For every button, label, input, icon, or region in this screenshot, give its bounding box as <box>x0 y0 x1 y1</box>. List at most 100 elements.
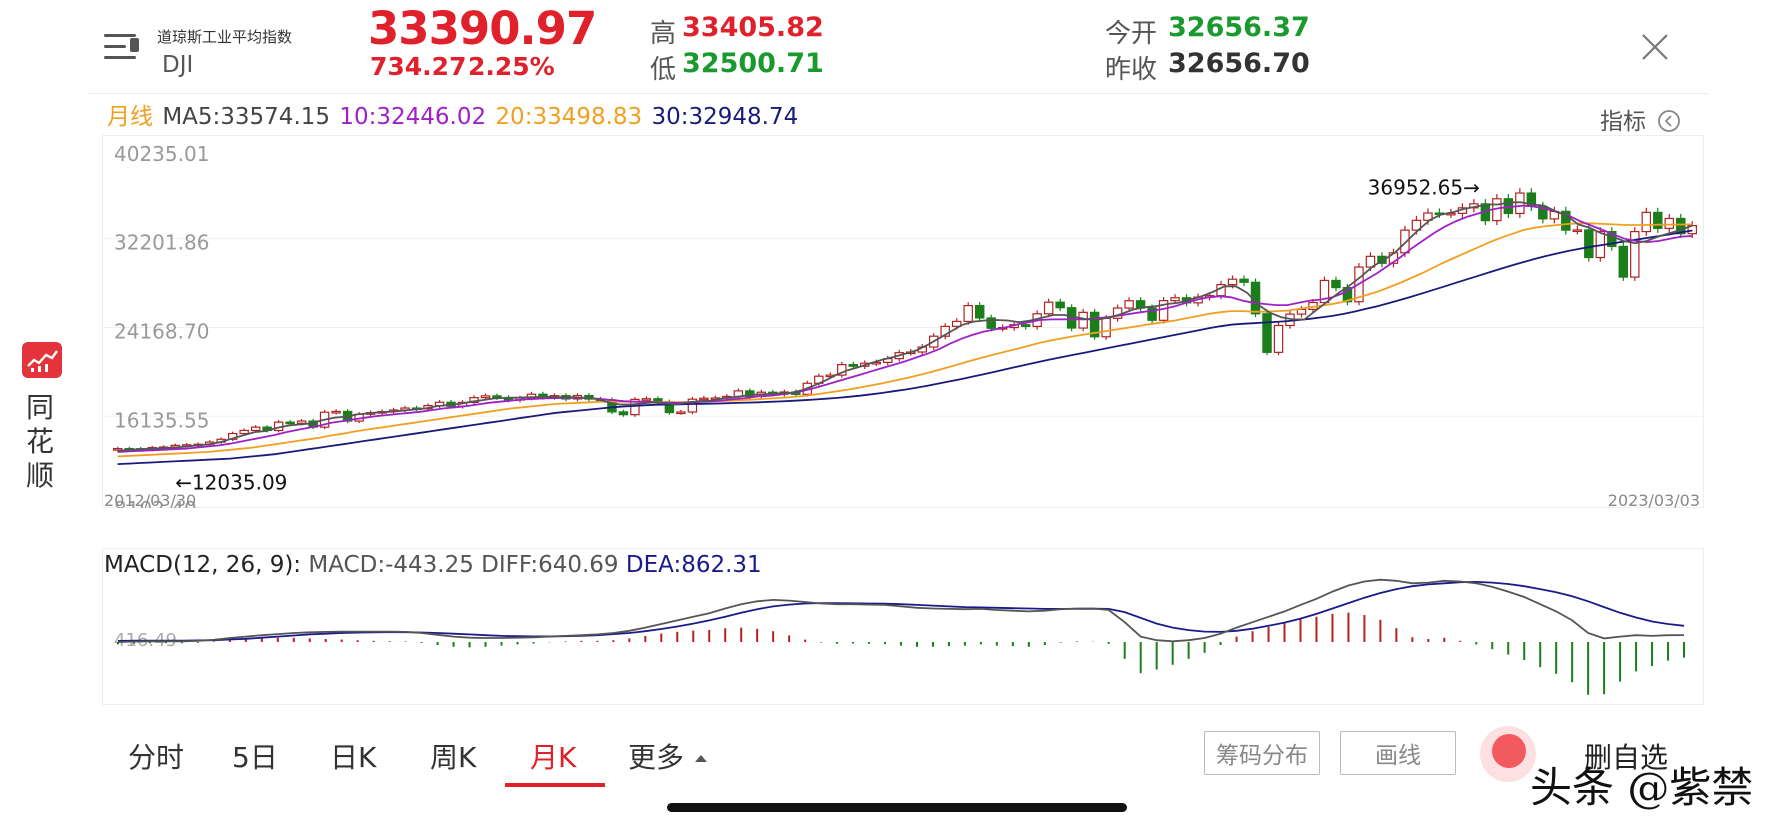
low-label: 低 <box>650 55 677 85</box>
candle <box>1262 310 1272 356</box>
brand-char: 同 <box>26 391 55 424</box>
ma-legend: 月线 MA5:33574.15 10:32446.02 20:33498.83 … <box>107 97 800 131</box>
price-change-percent: 2.25% <box>468 52 555 81</box>
candle <box>1618 242 1629 281</box>
candle <box>1526 188 1537 212</box>
chip-distribution-button[interactable]: 筹码分布 <box>1204 731 1320 775</box>
candle <box>974 302 985 322</box>
macd-chart[interactable]: 416.49 <box>102 548 1704 705</box>
current-price: 33390.97 <box>368 2 597 55</box>
candle <box>1653 207 1663 233</box>
ma20-value: 20:33498.83 <box>495 104 643 130</box>
ma30-value: 30:32948.74 <box>651 104 799 130</box>
favorite-dot-icon[interactable] <box>1492 734 1526 768</box>
candle <box>1112 304 1123 322</box>
menu-button[interactable] <box>104 30 144 64</box>
candle <box>676 409 686 415</box>
min-annotation: ←12035.09 <box>175 471 287 495</box>
candle <box>1331 276 1341 292</box>
brand-logo-icon <box>22 342 62 378</box>
tab-5day[interactable]: 5日 <box>232 741 278 774</box>
index-code: DJI <box>162 52 194 78</box>
candle <box>1158 297 1169 324</box>
candle <box>1607 227 1617 251</box>
low-value: 32500.71 <box>682 48 824 79</box>
tab-more[interactable]: 更多 <box>628 736 709 776</box>
prev-close-label: 昨收 <box>1105 55 1158 85</box>
ma10-line <box>117 204 1693 453</box>
candle <box>285 420 295 426</box>
open-value: 32656.37 <box>1168 12 1310 43</box>
index-name: 道琼斯工业平均指数 <box>157 28 293 46</box>
close-icon[interactable] <box>1640 32 1670 62</box>
candle <box>1089 308 1100 340</box>
tab-monthly-k[interactable]: 月K <box>530 741 577 774</box>
ma5-value: MA5:33574.15 <box>162 104 331 130</box>
header-divider <box>88 93 1708 94</box>
prev-close-value: 32656.70 <box>1168 48 1310 79</box>
candle <box>837 361 847 378</box>
tab-weekly-k[interactable]: 周K <box>430 741 477 774</box>
y-tick-label: 40235.01 <box>114 142 209 166</box>
candle <box>630 397 640 417</box>
ma20-line <box>117 222 1693 458</box>
candle <box>963 302 973 325</box>
macd-title: MACD(12, 26, 9): <box>104 552 302 578</box>
candle <box>1584 225 1594 262</box>
period-label: 月线 <box>107 104 153 130</box>
candle <box>1676 213 1686 239</box>
caret-up-icon <box>694 755 707 762</box>
candle <box>1239 275 1249 287</box>
macd-value: MACD:-443.25 <box>308 552 474 578</box>
y-tick-label: 16135.55 <box>114 408 209 432</box>
ma30-line <box>117 229 1693 465</box>
tab-intraday[interactable]: 分时 <box>128 741 185 774</box>
indicator-button[interactable]: 指标 <box>1600 102 1681 136</box>
brand-char: 花 <box>26 425 55 458</box>
brand-char: 顺 <box>26 459 55 492</box>
candlestick-chart[interactable]: 40235.0132201.8624168.7016135.558102.402… <box>102 135 1704 508</box>
x-start-label: 2012/03/30 <box>104 491 196 508</box>
candle <box>1043 298 1054 318</box>
candle <box>1147 304 1157 324</box>
candle <box>1273 322 1284 356</box>
remove-favorite-button[interactable]: 删自选 <box>1584 741 1669 774</box>
candle <box>1055 298 1065 312</box>
diff-line <box>117 578 1685 643</box>
diff-value: DIFF:640.69 <box>481 552 619 578</box>
high-value: 33405.82 <box>682 12 824 43</box>
chart-frame <box>102 135 1704 508</box>
y-tick-label: 32201.86 <box>114 231 209 255</box>
high-label: 高 <box>650 19 677 49</box>
candle <box>1664 213 1675 233</box>
dea-value: DEA:862.31 <box>625 552 762 578</box>
home-indicator <box>667 803 1127 812</box>
indicator-label: 指标 <box>1600 109 1646 135</box>
candle <box>331 409 341 415</box>
max-annotation: 36952.65→ <box>1368 175 1480 199</box>
x-end-label: 2023/03/03 <box>1608 491 1700 508</box>
watermark: 头条 @紫禁 <box>1530 763 1754 812</box>
macd-legend: MACD(12, 26, 9): MACD:-443.25 DIFF:640.6… <box>104 552 762 578</box>
macd-frame <box>102 548 1704 705</box>
candle <box>1124 297 1134 312</box>
candle <box>986 314 996 332</box>
y-tick-label: 24168.70 <box>114 320 209 344</box>
chevron-left-icon <box>1658 110 1681 132</box>
candle <box>1641 207 1652 236</box>
ma5-line <box>117 201 1693 452</box>
y-tick-label: 8102.40 <box>114 497 197 508</box>
draw-line-button[interactable]: 画线 <box>1340 731 1456 775</box>
candle <box>618 409 629 417</box>
candle <box>687 396 698 415</box>
candle <box>1630 227 1640 281</box>
price-change: 734.27 <box>370 52 467 81</box>
candle <box>469 395 479 405</box>
candle <box>1319 276 1330 307</box>
active-tab-indicator <box>505 783 605 787</box>
candle <box>1377 252 1387 268</box>
tab-daily-k[interactable]: 日K <box>330 741 377 774</box>
open-label: 今开 <box>1105 19 1158 49</box>
candle <box>1572 225 1583 235</box>
ma10-value: 10:32446.02 <box>339 104 487 130</box>
